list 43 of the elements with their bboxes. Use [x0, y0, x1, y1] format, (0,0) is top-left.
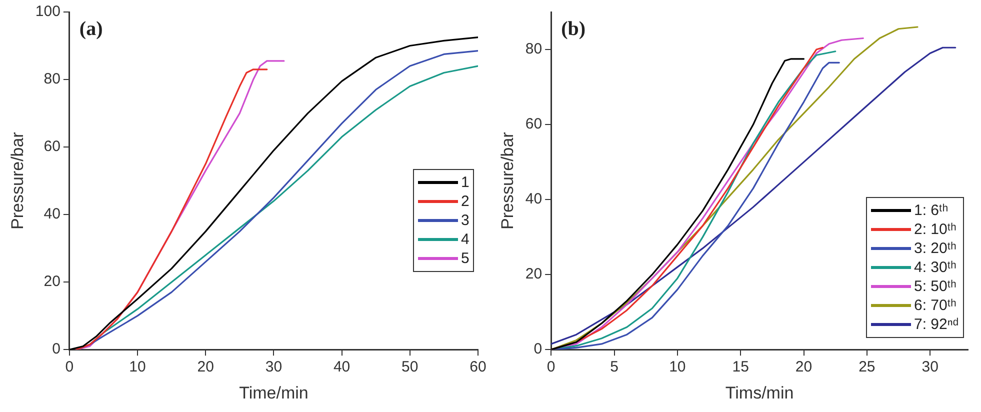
legend-label: 4: 30ᵗʰ [914, 258, 956, 277]
x-tick-label: 60 [470, 358, 486, 376]
y-tick-label: 20 [44, 273, 60, 290]
x-tick-label: 20 [795, 358, 812, 376]
x-tick-label: 50 [402, 358, 418, 376]
x-tick-label: 25 [858, 358, 876, 376]
annotation: (b) [561, 18, 586, 40]
legend-label: 7: 92ⁿᵈ [914, 314, 958, 334]
x-tick-label: 30 [922, 358, 938, 376]
legend-label: 1: 6ᵗʰ [914, 200, 948, 220]
legend-label: 4 [461, 230, 470, 250]
annotation: (a) [79, 18, 103, 40]
x-tick-label: 30 [265, 358, 282, 376]
y-tick-label: 80 [525, 40, 542, 58]
y-tick-label: 0 [534, 340, 542, 358]
legend-label: 3: 20ᵗʰ [914, 238, 956, 258]
x-tick-label: 15 [732, 358, 749, 376]
x-axis-title: Tims/min [725, 383, 794, 402]
x-tick-label: 40 [333, 358, 350, 376]
x-tick-label: 5 [610, 358, 618, 376]
legend-label: 3 [461, 211, 470, 230]
legend-label: 6: 70ᵗʰ [914, 296, 956, 315]
y-tick-label: 80 [44, 70, 60, 88]
legend-label: 1 [461, 173, 470, 192]
x-tick-label: 10 [129, 358, 146, 376]
y-tick-label: 0 [52, 340, 60, 358]
y-tick-label: 60 [525, 116, 542, 133]
x-tick-label: 0 [546, 358, 556, 376]
x-axis-title: Time/min [239, 383, 308, 402]
legend-label: 2 [461, 192, 470, 212]
y-tick-label: 20 [525, 266, 542, 283]
x-tick-label: 20 [197, 358, 214, 376]
y-tick-label: 100 [35, 3, 60, 20]
y-tick-label: 60 [44, 138, 60, 156]
y-axis-title: Pressure/bar [498, 132, 517, 230]
legend-label: 2: 10ᵗʰ [914, 220, 956, 239]
x-tick-label: 10 [669, 358, 686, 376]
y-axis-title: Pressure/bar [8, 132, 27, 230]
y-tick-label: 40 [525, 190, 542, 208]
y-tick-label: 40 [44, 206, 60, 223]
legend-label: 5: 50ᵗʰ [914, 276, 956, 296]
legend-label: 5 [461, 249, 470, 268]
x-tick-label: 0 [65, 358, 74, 376]
